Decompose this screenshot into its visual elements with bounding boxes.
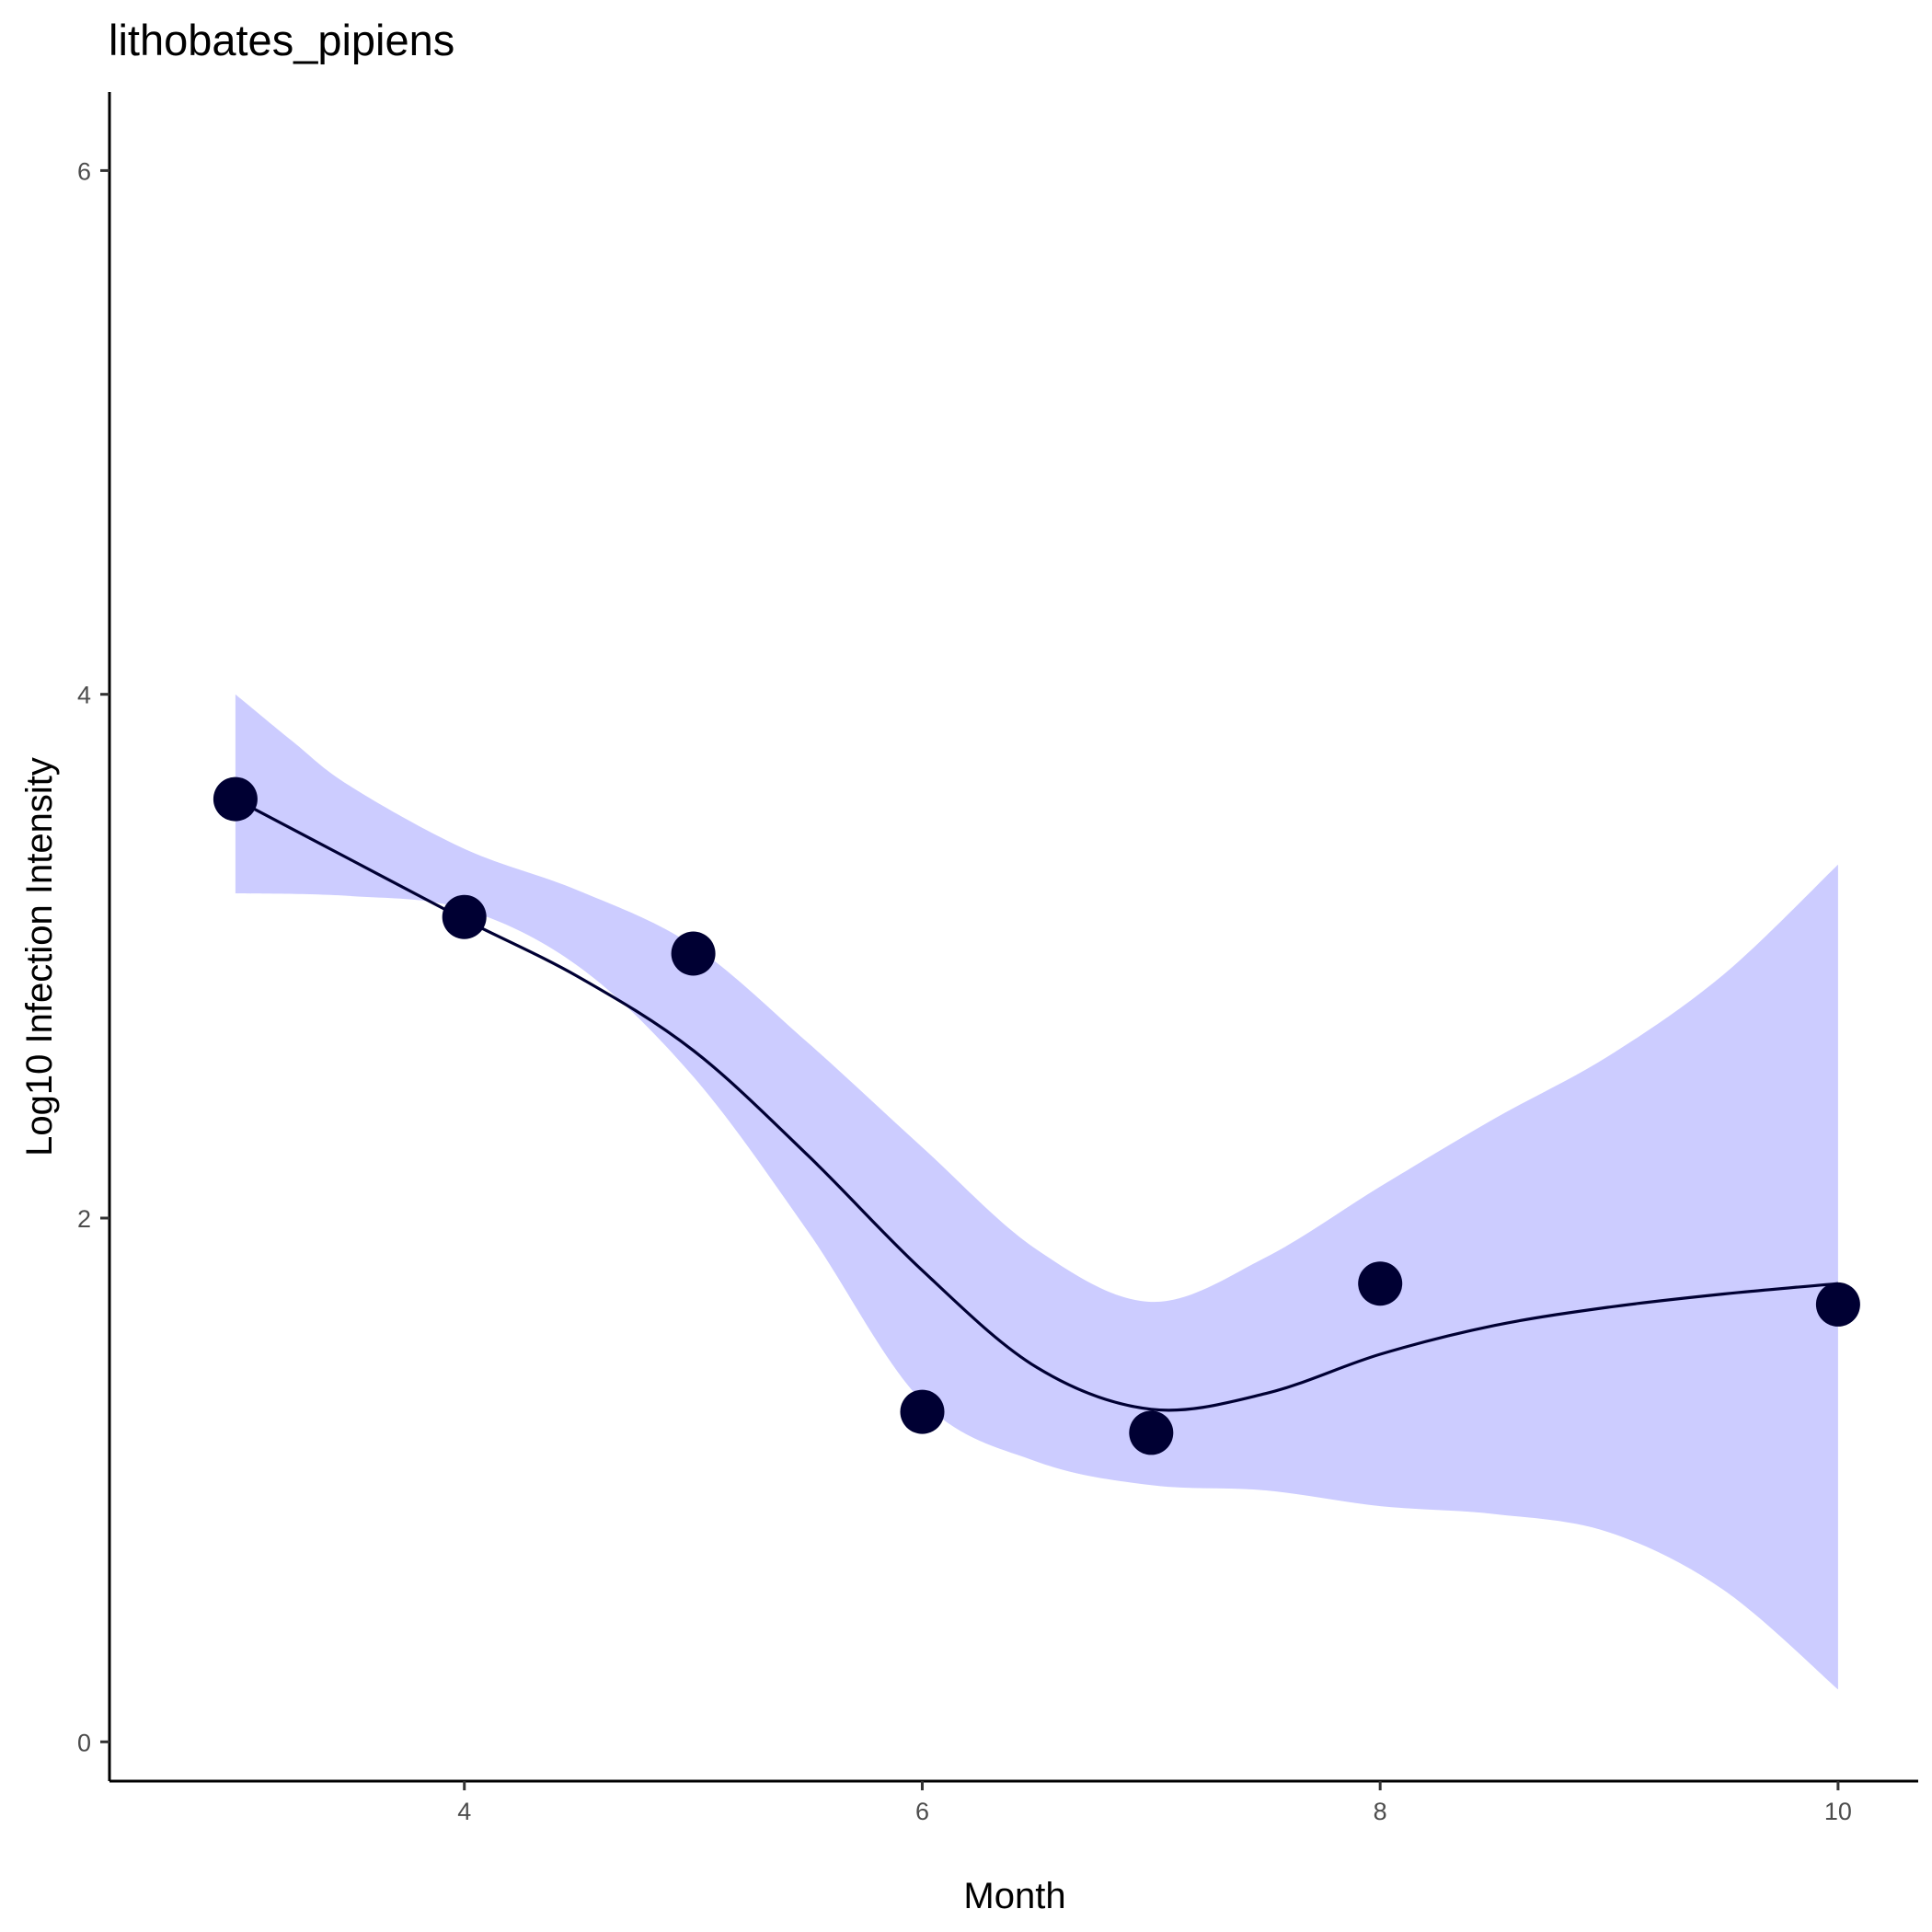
x-tick-label-8: 8 xyxy=(1374,1798,1387,1825)
y-tick-label-0: 0 xyxy=(77,1729,91,1756)
smooth-line xyxy=(235,798,1839,1412)
data-points-layer xyxy=(213,776,1860,1455)
smooth-line-layer xyxy=(235,798,1839,1412)
x-axis-title: Month xyxy=(963,1876,1065,1916)
data-point-4 xyxy=(900,1389,945,1434)
data-point-3 xyxy=(671,931,716,976)
y-axis-title: Log10 Infection Intensity xyxy=(19,757,60,1156)
x-tick-label-10: 10 xyxy=(1824,1798,1852,1825)
data-point-1 xyxy=(213,776,258,822)
data-point-5 xyxy=(1129,1410,1174,1455)
x-tick-label-4: 4 xyxy=(457,1798,471,1825)
data-point-7 xyxy=(1815,1282,1860,1327)
confidence-ribbon xyxy=(235,694,1838,1690)
x-tick-label-6: 6 xyxy=(915,1798,929,1825)
y-tick-label-6: 6 xyxy=(77,157,91,185)
data-point-6 xyxy=(1358,1261,1403,1306)
y-tick-label-2: 2 xyxy=(77,1205,91,1233)
axes xyxy=(108,92,1918,1783)
tick-marks: 4 6 8 10 0 2 4 6 xyxy=(77,157,1852,1825)
chart-title: lithobates_pipiens xyxy=(109,16,454,64)
data-point-2 xyxy=(442,894,487,939)
confidence-ribbon-layer xyxy=(235,694,1838,1690)
y-tick-label-4: 4 xyxy=(77,682,91,709)
